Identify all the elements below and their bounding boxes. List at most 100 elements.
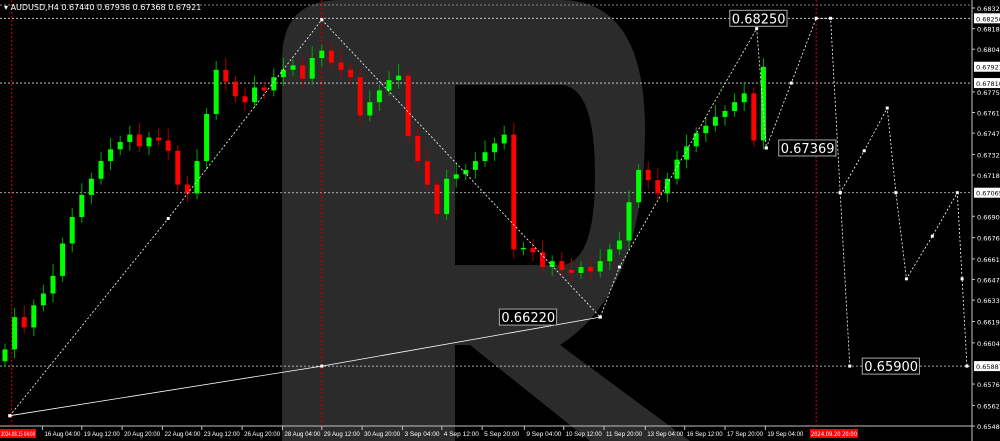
- candle: [472, 152, 478, 179]
- candle: [69, 208, 75, 253]
- wave-point: [848, 364, 852, 368]
- wave-point: [764, 146, 768, 150]
- candle: [357, 68, 363, 125]
- candle: [60, 237, 66, 282]
- candle-body: [597, 261, 603, 272]
- candle-body: [213, 69, 219, 114]
- time-marker-label: 2024.09.20 20:00: [811, 431, 857, 438]
- x-tick-label: 16 Aug 04:00: [44, 431, 80, 438]
- candle: [223, 58, 229, 91]
- candle-body: [559, 261, 565, 270]
- wave-point: [598, 315, 602, 319]
- candle: [732, 93, 738, 117]
- price-callout-label: 0.66220: [501, 311, 555, 326]
- candle-body: [319, 50, 325, 59]
- candle: [463, 164, 469, 181]
- candle-body: [626, 202, 632, 241]
- candle: [348, 63, 354, 84]
- candle-body: [328, 50, 334, 63]
- candle: [165, 128, 171, 160]
- candle-body: [21, 317, 27, 328]
- y-tick-label: 0.65765: [977, 381, 1000, 389]
- candle: [511, 122, 517, 259]
- wave-point: [8, 414, 12, 418]
- candle-body: [252, 87, 258, 103]
- price-callout-box: [498, 308, 558, 326]
- candle: [540, 240, 546, 273]
- candle-body: [280, 69, 286, 78]
- candle-body: [108, 149, 114, 162]
- candle-body: [616, 240, 622, 250]
- forecast-branch-line: [839, 192, 851, 367]
- candle: [578, 261, 584, 279]
- candle: [300, 56, 306, 88]
- candle-body: [693, 133, 699, 147]
- candle: [136, 122, 142, 153]
- wave-point: [755, 27, 759, 31]
- x-tick-label: 30 Aug 20:00: [364, 431, 400, 438]
- candle-body: [376, 90, 382, 103]
- candle-body: [40, 293, 46, 306]
- candle-body: [578, 267, 584, 273]
- candle-body: [127, 134, 133, 142]
- x-tick-label: 22 Aug 04:00: [164, 431, 200, 438]
- candle: [703, 116, 709, 142]
- x-tick-label: 5 Sep 20:00: [484, 431, 519, 438]
- x-tick-label: 11 Sep 20:00: [606, 431, 642, 438]
- forecast-path-line: [765, 17, 968, 367]
- price-callout-box: [861, 357, 920, 375]
- candle: [12, 308, 18, 359]
- x-tick-label: 23 Aug 12:00: [204, 431, 240, 438]
- wave-point: [838, 191, 842, 195]
- candle-body: [655, 180, 661, 194]
- wave-point: [829, 16, 833, 20]
- candle-body: [568, 269, 574, 273]
- candle-body: [492, 143, 498, 153]
- candle: [108, 137, 114, 170]
- candle: [280, 58, 286, 87]
- candle-body: [271, 77, 277, 91]
- wave-point: [789, 81, 793, 85]
- candle: [338, 50, 344, 79]
- candle-body: [434, 184, 440, 215]
- wave-point: [862, 149, 866, 153]
- candle: [232, 75, 238, 103]
- candle: [655, 168, 661, 200]
- candle: [405, 69, 411, 142]
- candle: [722, 105, 728, 126]
- candle: [386, 71, 392, 97]
- price-box: [974, 361, 1000, 372]
- time-marker-box: [810, 429, 858, 438]
- x-tick-label: 10 Sep 12:00: [566, 431, 602, 438]
- candle-body: [684, 146, 690, 160]
- candle: [98, 152, 104, 185]
- wave-point: [894, 191, 898, 195]
- candle-body: [472, 161, 478, 170]
- candle-body: [732, 102, 738, 112]
- candle: [88, 172, 94, 204]
- x-tick-label: 17 Sep 20:00: [727, 431, 763, 438]
- candle: [175, 144, 181, 191]
- price-callout-label: 0.68250: [732, 12, 786, 27]
- candle: [520, 242, 526, 256]
- candle: [252, 75, 258, 109]
- candle: [367, 90, 373, 122]
- candle-body: [530, 247, 536, 253]
- candle: [664, 172, 670, 203]
- price-box: [974, 187, 1000, 198]
- candle: [204, 108, 210, 170]
- candle-body: [223, 69, 229, 82]
- x-tick-label: 29 Aug 12:00: [324, 431, 360, 438]
- candle-body: [703, 125, 709, 134]
- candle-body: [79, 194, 85, 217]
- candle-body: [242, 96, 248, 103]
- y-tick-label: 0.66905: [977, 213, 1000, 221]
- candle: [453, 162, 459, 188]
- candle: [444, 169, 450, 220]
- candle: [290, 59, 296, 76]
- collapse-arrow-icon[interactable]: ▾: [4, 3, 11, 12]
